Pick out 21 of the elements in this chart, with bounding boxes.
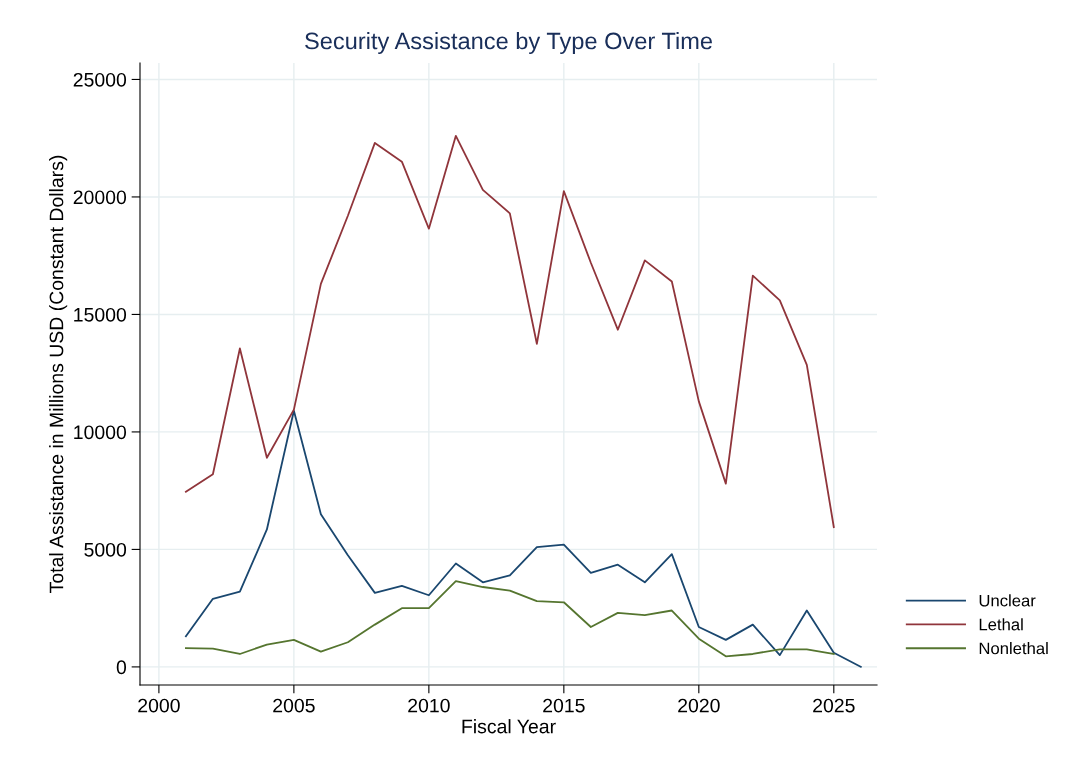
y-tick-label: 10000 xyxy=(74,425,127,440)
x-tick-label: 2005 xyxy=(273,698,315,713)
x-tick-label: 2010 xyxy=(408,698,450,713)
line-series xyxy=(184,409,862,668)
y-axis-title: Total Assistance in Millions USD (Constant Dollars) xyxy=(49,155,68,593)
legend-label: Lethal xyxy=(979,618,1023,631)
y-tick-label: 0 xyxy=(116,660,127,675)
line-series xyxy=(184,580,835,658)
line-series xyxy=(184,134,835,528)
chart-title: Security Assistance by Type Over Time xyxy=(305,32,712,55)
x-tick-label: 2020 xyxy=(678,698,720,713)
y-tick-label: 20000 xyxy=(73,190,127,205)
y-tick-label: 25000 xyxy=(73,72,127,87)
x-tick-label: 2015 xyxy=(543,698,585,713)
x-tick-label: 2025 xyxy=(813,698,855,713)
legend-label: Nonlethal xyxy=(979,642,1048,655)
y-tick-label: 5000 xyxy=(84,542,127,557)
y-tick-label: 15000 xyxy=(74,307,127,322)
legend-label: Unclear xyxy=(979,594,1036,607)
x-axis-title: Fiscal Year xyxy=(462,719,556,734)
x-tick-label: 2000 xyxy=(138,698,180,713)
